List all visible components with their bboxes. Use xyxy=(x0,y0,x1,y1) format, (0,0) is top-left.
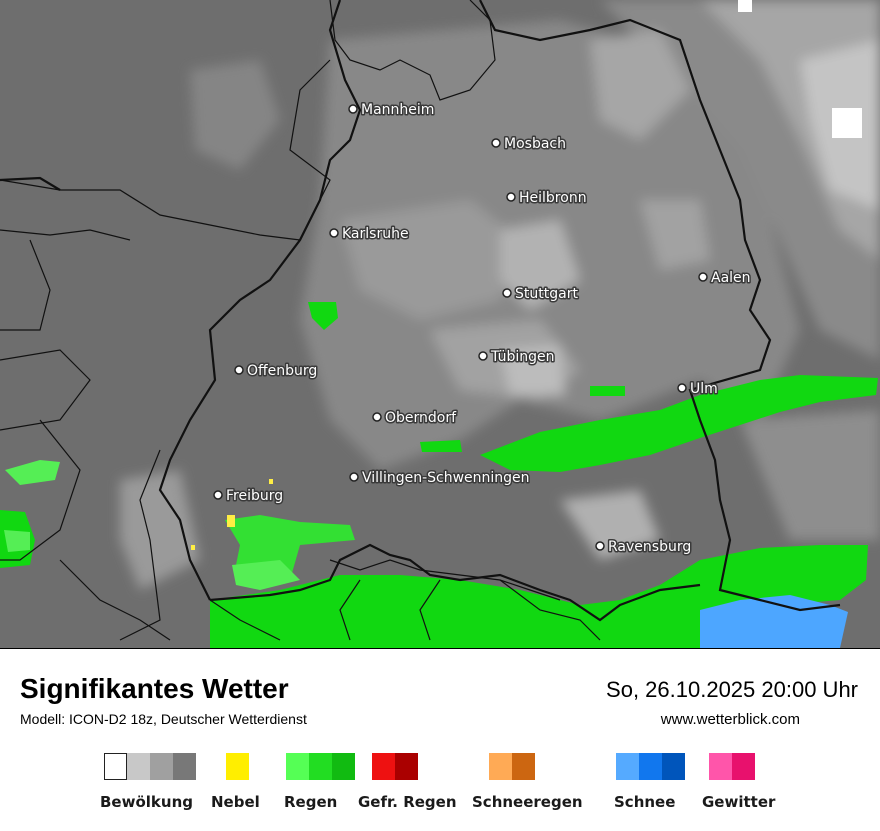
legend-swatches xyxy=(104,753,196,780)
legend-swatch xyxy=(732,753,755,780)
legend-swatch xyxy=(309,753,332,780)
city-marker-mannheim: Mannheim xyxy=(348,101,436,120)
legend-group-bewoelkung: Bewölkung xyxy=(100,753,196,811)
model-info: Modell: ICON-D2 18z, Deutscher Wetterdie… xyxy=(20,711,307,727)
city-label: Ulm xyxy=(690,381,718,397)
legend-label: Gefr. Regen xyxy=(358,793,457,811)
legend-swatch xyxy=(372,753,395,780)
legend-group-schneeregen: Schneeregen xyxy=(472,753,583,811)
city-dot xyxy=(502,288,512,298)
state-borders xyxy=(0,0,841,622)
clear-sky-patch xyxy=(738,0,752,12)
legend-label: Gewitter xyxy=(702,793,776,811)
city-dot xyxy=(506,192,516,202)
legend-swatch xyxy=(616,753,639,780)
legend-swatches xyxy=(372,753,418,780)
legend-swatch xyxy=(226,753,249,780)
city-dot xyxy=(478,351,488,361)
legend-swatch xyxy=(639,753,662,780)
city-marker-t-bingen: Tübingen xyxy=(478,348,556,367)
legend-swatch xyxy=(286,753,309,780)
legend-swatch xyxy=(512,753,535,780)
website-link[interactable]: www.wetterblick.com xyxy=(660,711,800,728)
fog-area xyxy=(269,479,273,484)
city-marker-ravensburg: Ravensburg xyxy=(595,538,693,557)
city-label: Mannheim xyxy=(361,102,434,118)
city-marker-oberndorf: Oberndorf xyxy=(372,409,459,428)
legend-swatches xyxy=(226,753,249,780)
city-marker-ulm: Ulm xyxy=(677,380,719,399)
city-label: Offenburg xyxy=(247,363,317,379)
city-label: Karlsruhe xyxy=(342,226,409,242)
fog-area xyxy=(227,515,235,527)
fog-area xyxy=(191,545,195,550)
legend-swatch xyxy=(104,753,127,780)
city-dot xyxy=(491,138,501,148)
city-marker-karlsruhe: Karlsruhe xyxy=(329,225,410,244)
footer: Signifikantes Wetter Modell: ICON-D2 18z… xyxy=(0,648,880,831)
city-label: Ravensburg xyxy=(608,539,691,555)
legend-swatches xyxy=(286,753,355,780)
city-dot xyxy=(677,383,687,393)
city-label: Oberndorf xyxy=(385,410,457,426)
city-marker-aalen: Aalen xyxy=(698,269,752,288)
legend-swatch xyxy=(489,753,512,780)
city-label: Heilbronn xyxy=(519,190,587,206)
legend-swatches xyxy=(616,753,685,780)
city-dot xyxy=(349,472,359,482)
legend-swatches xyxy=(709,753,755,780)
legend-swatch xyxy=(173,753,196,780)
city-dot xyxy=(348,104,358,114)
city-dot xyxy=(372,412,382,422)
legend-swatch xyxy=(395,753,418,780)
legend-swatch xyxy=(709,753,732,780)
city-marker-freiburg: Freiburg xyxy=(213,487,285,506)
legend-label: Bewölkung xyxy=(100,793,193,811)
city-label: Aalen xyxy=(711,270,751,286)
legend-label: Nebel xyxy=(211,793,260,811)
legend-swatches xyxy=(489,753,535,780)
city-label: Villingen-Schwenningen xyxy=(362,470,530,486)
legend-label: Regen xyxy=(284,793,338,811)
legend-group-nebel: Nebel xyxy=(211,753,260,811)
city-label: Freiburg xyxy=(226,488,283,504)
weather-map: Mannheim Mosbach Heilbronn Karlsruhe Aalen St… xyxy=(0,0,880,648)
cloud-layer xyxy=(120,0,880,590)
city-dot xyxy=(213,490,223,500)
legend-label: Schneeregen xyxy=(472,793,583,811)
city-marker-villingen-schwenningen: Villingen-Schwenningen xyxy=(349,469,531,488)
city-dot xyxy=(698,272,708,282)
city-label: Stuttgart xyxy=(515,286,578,302)
city-dot xyxy=(329,228,339,238)
city-marker-offenburg: Offenburg xyxy=(234,362,319,381)
legend-swatch xyxy=(662,753,685,780)
city-dot xyxy=(234,365,244,375)
city-label: Tübingen xyxy=(490,349,555,365)
city-marker-stuttgart: Stuttgart xyxy=(502,285,580,304)
legend-group-regen: Regen xyxy=(284,753,355,811)
city-markers: Mannheim Mosbach Heilbronn Karlsruhe Aalen St… xyxy=(213,101,752,557)
legend-label: Schnee xyxy=(614,793,676,811)
clear-sky-patch xyxy=(832,108,862,138)
legend-swatch xyxy=(150,753,173,780)
legend-group-gewitter: Gewitter xyxy=(702,753,775,811)
map-title: Signifikantes Wetter xyxy=(20,673,289,704)
legend-swatch xyxy=(127,753,150,780)
city-label: Mosbach xyxy=(504,136,566,152)
city-marker-mosbach: Mosbach xyxy=(491,135,567,154)
legend-swatch xyxy=(332,753,355,780)
weather-map-svg: Mannheim Mosbach Heilbronn Karlsruhe Aalen St… xyxy=(0,0,880,648)
city-marker-heilbronn: Heilbronn xyxy=(506,189,588,208)
legend-group-gefr-regen: Gefr. Regen xyxy=(358,753,457,811)
legend: Bewölkung Nebel Regen Gefr. Regen Schnee… xyxy=(0,753,880,823)
city-dot xyxy=(595,541,605,551)
forecast-datetime: So, 26.10.2025 20:00 Uhr xyxy=(606,677,858,702)
legend-group-schnee: Schnee xyxy=(614,753,685,811)
